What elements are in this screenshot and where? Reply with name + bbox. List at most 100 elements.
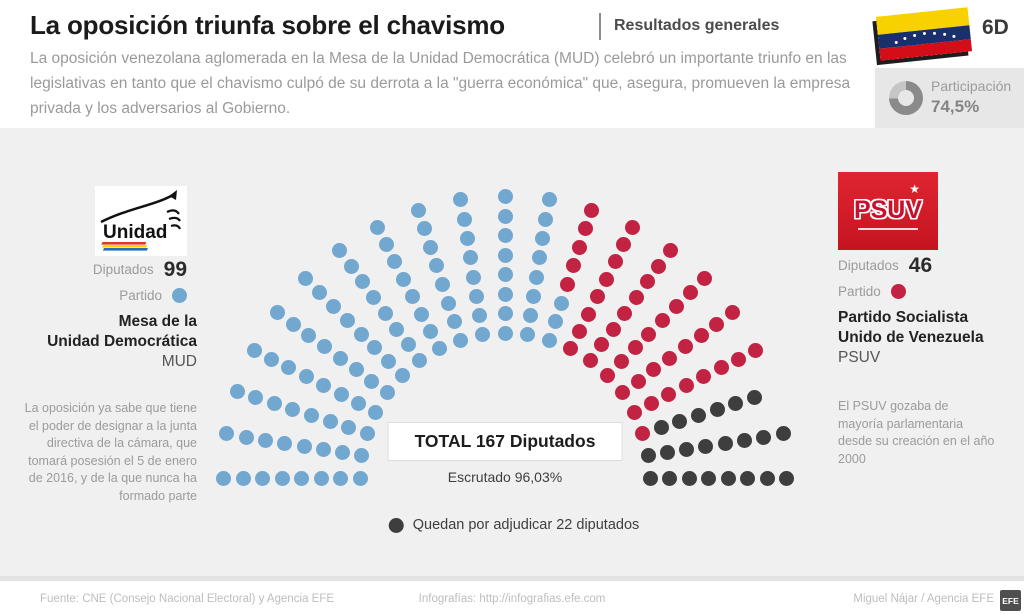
seat [681,470,697,486]
seat [332,350,348,366]
seat [696,369,712,385]
seat [446,314,462,330]
seat [465,269,481,285]
seat [381,354,397,370]
seat [396,271,412,287]
seat [413,306,429,322]
seat [662,350,678,366]
footer-divider [0,576,1024,581]
psuv-diputados-label: Diputados [838,258,899,273]
seat [416,221,432,237]
seat [691,407,707,423]
seat [412,353,428,369]
mud-abbr: MUD [161,353,197,370]
participation-label: Participación [931,78,1012,94]
seat [235,470,251,486]
escrutado-label: Escrutado 96,03% [447,469,563,485]
seat [341,419,357,435]
pending-seats-legend: Quedan por adjudicar 22 diputados [388,517,639,533]
seat [257,432,273,448]
seat [532,250,548,266]
seat [554,295,570,311]
seat [294,470,309,486]
seat [678,378,694,394]
seat [581,306,597,322]
seat [617,305,633,321]
seat [364,373,380,389]
seat [640,274,656,290]
seat [682,285,698,301]
seat [453,192,469,208]
seat [698,438,714,454]
seat [333,386,349,402]
seat [526,288,542,304]
footer-source: Fuente: CNE (Consejo Nacional Electoral)… [40,593,335,605]
seat [434,276,450,292]
seat [316,378,332,394]
seat [354,274,370,290]
seat [720,470,736,486]
seat [535,230,551,246]
psuv-logo-star-icon: ★ [909,182,920,196]
seat [229,383,245,399]
seat [651,258,667,274]
psuv-color-dot [890,284,906,299]
seat [387,254,403,270]
psuv-logo-subtext-strip [858,228,918,230]
seat [335,444,351,460]
seat [740,470,755,486]
seat [600,367,616,383]
mud-partido-label: Partido [119,288,162,303]
seat [255,470,270,486]
psuv-partido-label: Partido [838,284,881,299]
title-divider [599,13,601,40]
election-date-badge: 6D [982,16,1009,39]
seat [377,305,393,321]
kicker-label: Resultados generales [614,17,780,34]
seat [635,425,651,441]
seat [281,360,297,376]
seat [315,441,331,457]
mud-diputados-value: 99 [163,258,187,281]
seat [713,360,729,376]
seat [333,470,348,486]
psuv-logo-wordmark: PSUV [853,196,923,224]
psuv-note: El PSUV gozaba de mayoría parlamentaria … [838,399,995,466]
seat [431,341,447,357]
seat [456,211,472,227]
mud-party-name: Mesa de la Unidad Democrática MUD [0,312,197,372]
seat [523,308,539,324]
seat [317,339,333,355]
seat [274,470,290,486]
seat [746,389,762,405]
seat [368,404,384,420]
seat [248,389,264,405]
seat [730,351,746,367]
seat [497,286,513,302]
seat [353,326,369,342]
psuv-name-line1: Partido Socialista [838,309,969,326]
seat [497,208,513,224]
seat [548,314,564,330]
seat [625,219,641,235]
seat [589,289,605,305]
seat [677,339,693,355]
seat [616,237,632,253]
pending-color-dot [388,517,404,533]
seat [613,354,629,370]
seat [659,444,675,460]
seat [641,326,657,342]
seat [542,332,558,348]
footer-credit: Miguel Nájar / Agencia EFE [853,593,994,605]
psuv-stats: Diputados 46 Partido [838,254,932,305]
seat [627,340,643,356]
seat [605,321,621,337]
seat [572,239,588,255]
seat [394,367,410,383]
seat [628,290,644,306]
seat [497,189,513,204]
seat [594,337,610,353]
seat [238,429,254,445]
seat [598,271,614,287]
seat [389,321,405,337]
